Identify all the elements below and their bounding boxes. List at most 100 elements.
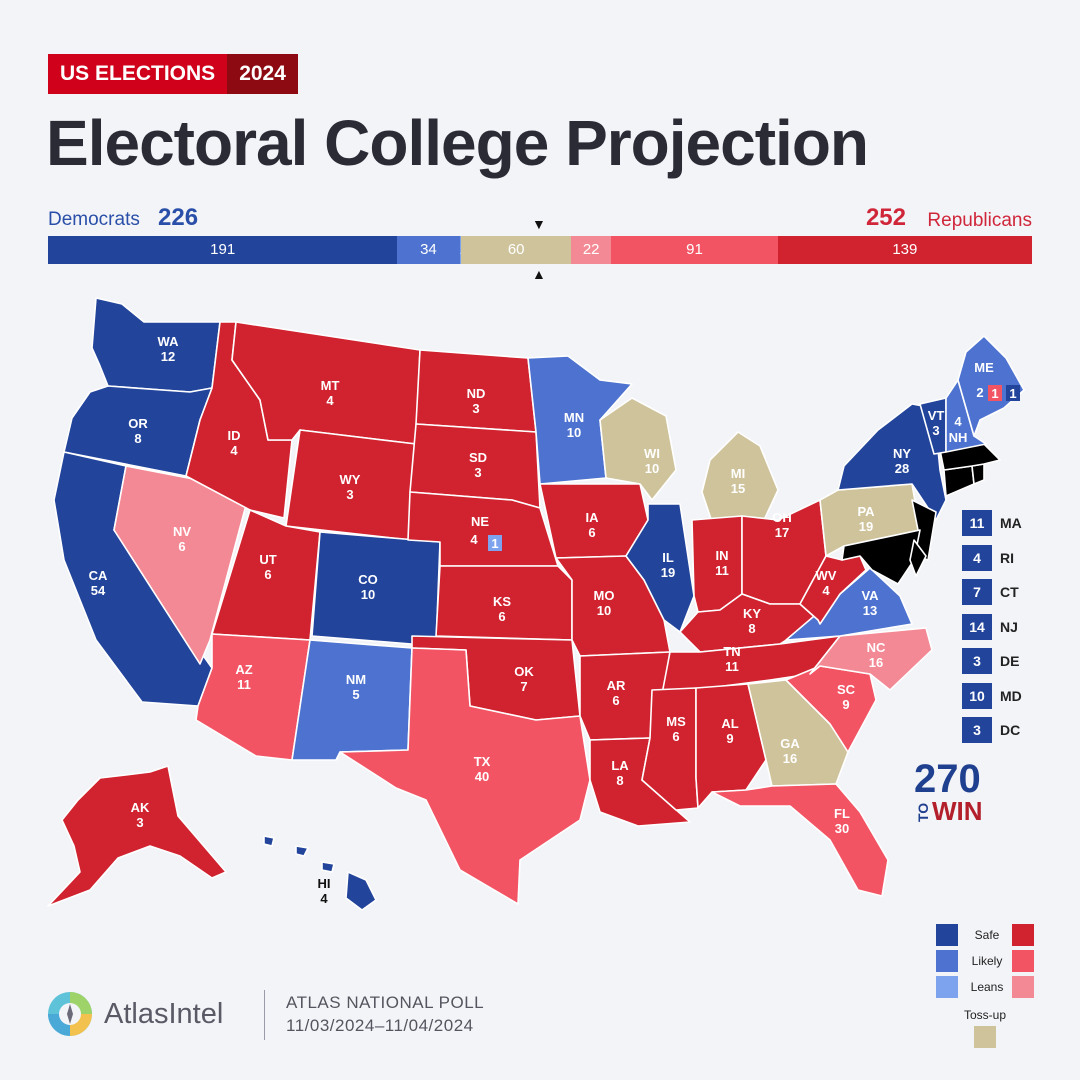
small-state-ev-de[interactable]: 3 (962, 648, 992, 674)
state-ev-ok: 7 (520, 679, 527, 694)
state-label-mi: MI (731, 466, 745, 481)
state-hi-island-3[interactable] (295, 845, 309, 857)
state-hi-island-2[interactable] (321, 861, 335, 873)
small-state-label-md: MD (1000, 687, 1022, 704)
state-wa[interactable] (91, 297, 221, 393)
small-state-ev-ct[interactable]: 7 (962, 579, 992, 605)
state-label-or: OR (128, 416, 148, 431)
state-ev-vt: 3 (932, 423, 939, 438)
rep-total: 252 (865, 204, 906, 231)
state-label-pa: PA (857, 504, 875, 519)
state-label-ks: KS (493, 594, 511, 609)
state-hi[interactable] (345, 871, 377, 911)
state-label-hi: HI (318, 876, 331, 891)
state-ev-mi: 15 (731, 481, 745, 496)
state-label-fl: FL (834, 806, 850, 821)
state-ri[interactable] (971, 463, 985, 485)
poll-dates: 11/03/2024–11/04/2024 (286, 1016, 474, 1035)
state-ev-sd: 3 (474, 465, 481, 480)
state-ct[interactable] (943, 465, 975, 497)
small-state-ev-ri[interactable]: 4 (962, 544, 992, 571)
state-mi[interactable] (701, 431, 779, 523)
rep-label: Republicans (927, 210, 1032, 231)
state-ev-wy: 3 (346, 487, 353, 502)
bar-segment-5: 91 (611, 236, 778, 264)
state-md[interactable] (841, 529, 921, 585)
state-ev-nv: 6 (178, 539, 185, 554)
small-state-label-ma: MA (1000, 515, 1022, 531)
state-label-nc: NC (867, 640, 886, 655)
state-ev-ca: 54 (91, 583, 106, 598)
me-district-d-box (1006, 385, 1020, 401)
bar-segment-6: 139 (777, 236, 1032, 264)
state-nc[interactable] (809, 627, 933, 691)
state-ev-or: 8 (134, 431, 141, 446)
state-label-wv: WV (816, 568, 837, 583)
state-co[interactable] (311, 531, 441, 647)
state-ev-in: 11 (715, 563, 729, 578)
state-ev-mt: 4 (326, 393, 334, 408)
dem-label: Democrats (48, 209, 140, 230)
state-ev-hi: 4 (320, 891, 328, 906)
state-tx[interactable] (339, 647, 591, 905)
state-hi-island-4[interactable] (263, 835, 275, 847)
state-ak[interactable] (47, 765, 227, 907)
state-ev-ne: 4 (470, 532, 478, 547)
state-label-wy: WY (340, 472, 361, 487)
tag-us-elections: US ELECTIONS (48, 54, 228, 94)
bar-segment-1: 34 (397, 236, 460, 264)
state-ev-fl: 30 (835, 821, 849, 836)
state-ev-ms: 6 (672, 729, 679, 744)
bar-segment-0: 191 (48, 236, 398, 264)
state-ev-oh: 17 (775, 525, 789, 540)
legend-tossup-swatch (974, 1026, 996, 1048)
state-de[interactable] (909, 539, 927, 577)
state-ev-ks: 6 (498, 609, 505, 624)
small-state-label-dc: DC (1000, 722, 1021, 738)
tag-year: 2024 (227, 54, 298, 94)
state-ev-al: 9 (726, 731, 733, 746)
state-ut[interactable] (211, 509, 321, 641)
state-label-ut: UT (259, 552, 276, 567)
state-il[interactable] (625, 503, 695, 633)
dem-total: 226 (158, 204, 199, 231)
state-label-la: LA (611, 758, 629, 773)
state-label-nm: NM (346, 672, 366, 687)
page-title: Electoral College Projection (46, 107, 869, 179)
legend-safe-d-swatch (936, 924, 958, 946)
me-district-r: 1 (991, 386, 998, 401)
state-ev-nc: 16 (869, 655, 883, 670)
atlasintel-logo-icon (48, 992, 92, 1036)
state-ev-la: 8 (616, 773, 623, 788)
logo-270-to-win: 270 TO WIN (914, 757, 983, 826)
state-wi[interactable] (599, 397, 677, 501)
state-fl[interactable] (711, 783, 889, 897)
state-ev-ar: 6 (612, 693, 619, 708)
legend-likely-d-swatch (936, 950, 958, 972)
legend-leans-label: Leans (970, 980, 1004, 994)
small-state-ev-nj[interactable]: 14 (962, 613, 992, 640)
legend-safe-r-swatch (1012, 924, 1034, 946)
legend-leans-d-swatch (936, 976, 958, 998)
legend-likely-r-swatch (1012, 950, 1034, 972)
small-state-ev-dc[interactable]: 3 (962, 717, 992, 743)
state-label-ok: OK (514, 664, 534, 679)
state-ev-wv: 4 (822, 583, 830, 598)
state-label-ny: NY (893, 446, 911, 461)
logo-270-to: TO (915, 803, 931, 822)
small-state-ev-ma[interactable]: 11 (962, 510, 992, 536)
state-label-tn: TN (723, 644, 740, 659)
state-wv[interactable] (799, 555, 867, 625)
state-ev-mo: 10 (597, 603, 611, 618)
small-state-ev-md[interactable]: 10 (962, 682, 992, 709)
state-ev-az: 11 (237, 677, 251, 692)
poll-title: ATLAS NATIONAL POLL (286, 993, 485, 1012)
footer-divider (264, 990, 265, 1040)
state-az[interactable] (195, 633, 311, 761)
state-ev-tx: 40 (475, 769, 489, 784)
legend-tossup-label: Toss-up (963, 1008, 1007, 1022)
state-label-al: AL (721, 716, 738, 731)
state-nh[interactable] (945, 379, 987, 453)
state-ev-sc: 9 (842, 697, 849, 712)
